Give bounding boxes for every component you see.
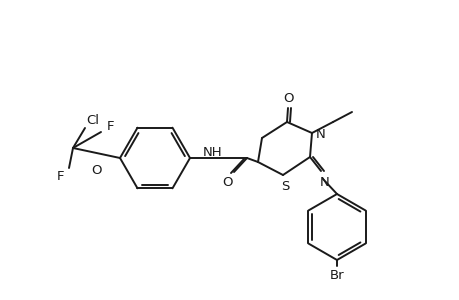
Text: F: F	[57, 169, 65, 182]
Text: F: F	[107, 119, 114, 133]
Text: O: O	[91, 164, 102, 176]
Text: Cl: Cl	[86, 113, 99, 127]
Text: O: O	[283, 92, 294, 104]
Text: Br: Br	[329, 269, 344, 283]
Text: NH: NH	[203, 146, 222, 158]
Text: O: O	[222, 176, 233, 188]
Text: N: N	[319, 176, 329, 188]
Text: N: N	[315, 128, 325, 142]
Text: S: S	[280, 179, 289, 193]
